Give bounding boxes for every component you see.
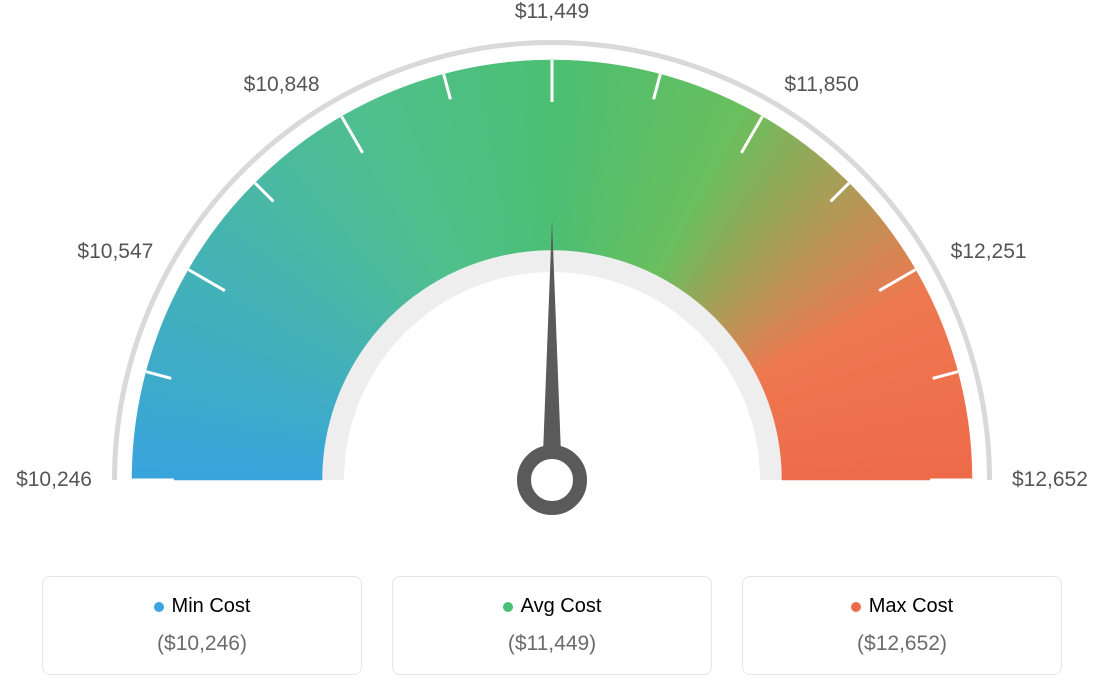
legend-value-avg: ($11,449) [405,632,699,656]
legend-label-avg: Avg Cost [521,595,602,618]
legend-card-max: Max Cost ($12,652) [742,576,1062,675]
legend-dot-min [154,602,164,612]
gauge-tick-label: $10,547 [77,240,153,264]
legend-title-avg: Avg Cost [405,595,699,618]
legend-dot-avg [503,602,513,612]
legend-row: Min Cost ($10,246) Avg Cost ($11,449) Ma… [0,576,1104,675]
gauge-tick-label: $10,246 [16,468,92,492]
legend-card-avg: Avg Cost ($11,449) [392,576,712,675]
gauge-tick-label: $11,850 [784,73,858,97]
gauge-tick-label: $11,449 [515,0,589,24]
cost-gauge-container: $10,246 $10,547 $10,848 $11,449 $11,850 $12,2… [0,0,1104,690]
legend-card-min: Min Cost ($10,246) [42,576,362,675]
legend-label-min: Min Cost [172,595,251,618]
gauge-tick-label: $12,251 [951,240,1027,264]
legend-title-max: Max Cost [755,595,1049,618]
gauge-tick-label: $10,848 [244,73,320,97]
gauge-svg [0,0,1104,550]
gauge-chart: $10,246 $10,547 $10,848 $11,449 $11,850 $12,2… [0,0,1104,550]
legend-value-min: ($10,246) [55,632,349,656]
gauge-tick-label: $12,652 [1012,468,1088,492]
legend-title-min: Min Cost [55,595,349,618]
legend-value-max: ($12,652) [755,632,1049,656]
legend-dot-max [851,602,861,612]
legend-label-max: Max Cost [869,595,953,618]
